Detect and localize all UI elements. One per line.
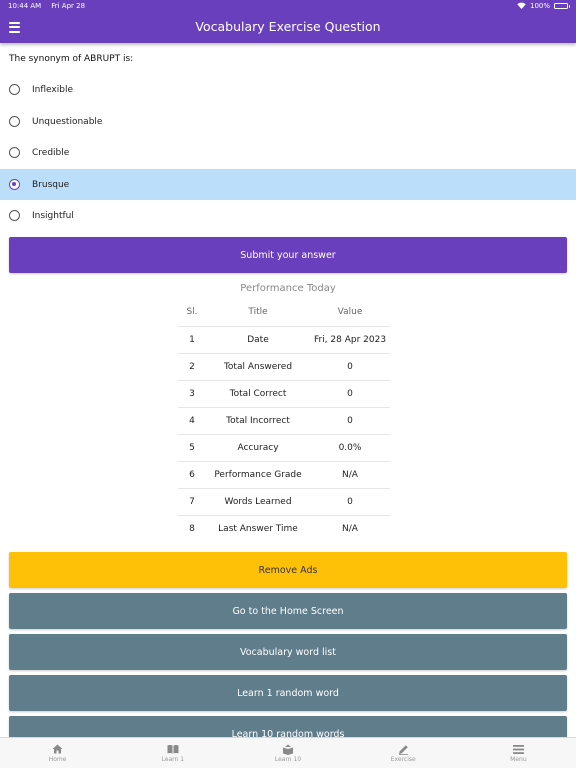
radio-button[interactable] xyxy=(9,147,20,158)
cell-value: 0 xyxy=(310,379,390,407)
cell-value: 0.0% xyxy=(310,433,390,461)
remove-ads-button[interactable]: Remove Ads xyxy=(9,552,567,588)
submit-answer-button[interactable]: Submit your answer xyxy=(9,237,567,273)
answer-option-label: Credible xyxy=(32,147,70,158)
cell-value: N/A xyxy=(310,460,390,488)
cell-sl: 4 xyxy=(178,406,206,434)
nav-item-home[interactable]: Home xyxy=(0,738,115,768)
table-row: 2 Total Answered 0 xyxy=(178,352,390,380)
cell-title: Words Learned xyxy=(206,487,310,515)
header-value: Value xyxy=(337,307,363,318)
cell-sl: 8 xyxy=(178,514,206,542)
open-book-icon xyxy=(282,744,294,755)
answer-option-label: Brusque xyxy=(32,179,70,190)
table-header-row: Sl. Title Value xyxy=(178,299,390,326)
radio-button[interactable] xyxy=(9,116,20,127)
bottom-nav: Home Learn 1 Learn 10 Exercise Menu xyxy=(0,737,576,768)
radio-button-checked[interactable] xyxy=(9,179,20,190)
cell-title: Total Correct xyxy=(206,379,310,407)
app-bar: Vocabulary Exercise Question xyxy=(0,11,576,43)
cell-value: 0 xyxy=(310,487,390,515)
answer-option-label: Insightful xyxy=(32,210,74,221)
cell-sl: 6 xyxy=(178,460,206,488)
table-row: 6 Performance Grade N/A xyxy=(178,460,390,488)
performance-title: Performance Today xyxy=(240,283,336,294)
nav-label-learn-1: Learn 1 xyxy=(161,755,185,763)
answer-option[interactable]: Credible xyxy=(0,137,576,168)
header-title: Title xyxy=(248,307,268,318)
home-icon xyxy=(52,744,64,755)
wifi-icon xyxy=(517,2,526,9)
table-row: 1 Date Fri, 28 Apr 2023 xyxy=(178,325,390,353)
status-time: 10:44 AM xyxy=(8,1,42,10)
cell-sl: 3 xyxy=(178,379,206,407)
status-bar: 10:44 AM Fri Apr 28 100% xyxy=(0,0,576,11)
cell-title: Date xyxy=(206,325,310,353)
home-screen-button[interactable]: Go to the Home Screen xyxy=(9,593,567,629)
cell-sl: 5 xyxy=(178,433,206,461)
nav-item-exercise[interactable]: Exercise xyxy=(346,738,461,768)
nav-label-exercise: Exercise xyxy=(390,755,416,763)
cell-title: Performance Grade xyxy=(206,460,310,488)
nav-label-menu: Menu xyxy=(510,755,527,763)
main-content: The synonym of ABRUPT is: Inflexible Unq… xyxy=(0,43,576,737)
nav-label-home: Home xyxy=(48,755,67,763)
nav-item-menu[interactable]: Menu xyxy=(461,738,576,768)
cell-value: 0 xyxy=(310,352,390,380)
battery-percent: 100% xyxy=(529,1,550,10)
cell-title: Accuracy xyxy=(206,433,310,461)
cell-sl: 7 xyxy=(178,487,206,515)
nav-item-learn-1[interactable]: Learn 1 xyxy=(115,738,230,768)
table-row: 7 Words Learned 0 xyxy=(178,487,390,515)
word-list-button[interactable]: Vocabulary word list xyxy=(9,634,567,670)
answer-option[interactable]: Insightful xyxy=(0,200,576,231)
performance-table: Sl. Title Value 1 Date Fri, 28 Apr 2023 … xyxy=(178,299,390,542)
cell-title: Last Answer Time xyxy=(206,514,310,542)
status-date: Fri Apr 28 xyxy=(51,1,86,10)
cell-value: N/A xyxy=(310,514,390,542)
answer-option-label: Inflexible xyxy=(32,84,73,95)
learn-one-word-button[interactable]: Learn 1 random word xyxy=(9,675,567,711)
radio-button[interactable] xyxy=(9,84,20,95)
hamburger-menu-icon[interactable] xyxy=(9,19,23,35)
answer-option-selected[interactable]: Brusque xyxy=(0,169,576,200)
radio-button[interactable] xyxy=(9,210,20,221)
cell-value: 0 xyxy=(310,406,390,434)
pencil-icon xyxy=(397,744,409,755)
cell-title: Total Incorrect xyxy=(206,406,310,434)
table-row: 3 Total Correct 0 xyxy=(178,379,390,407)
answer-option[interactable]: Unquestionable xyxy=(0,106,576,137)
battery-icon xyxy=(554,2,570,9)
cell-sl: 2 xyxy=(178,352,206,380)
header-sl: Sl. xyxy=(186,307,198,318)
cell-title: Total Answered xyxy=(206,352,310,380)
table-row: 4 Total Incorrect 0 xyxy=(178,406,390,434)
table-row: 5 Accuracy 0.0% xyxy=(178,433,390,461)
question-text: The synonym of ABRUPT is: xyxy=(9,54,134,64)
cell-sl: 1 xyxy=(178,325,206,353)
cell-value: Fri, 28 Apr 2023 xyxy=(310,325,390,353)
page-title: Vocabulary Exercise Question xyxy=(195,19,381,34)
table-row: 8 Last Answer Time N/A xyxy=(178,514,390,542)
menu-icon xyxy=(512,744,524,755)
nav-label-learn-10: Learn 10 xyxy=(274,755,302,763)
book-icon xyxy=(167,744,179,755)
answer-option-label: Unquestionable xyxy=(32,116,103,127)
answer-option[interactable]: Inflexible xyxy=(0,74,576,105)
learn-ten-words-button[interactable]: Learn 10 random words xyxy=(9,716,567,737)
nav-item-learn-10[interactable]: Learn 10 xyxy=(230,738,345,768)
